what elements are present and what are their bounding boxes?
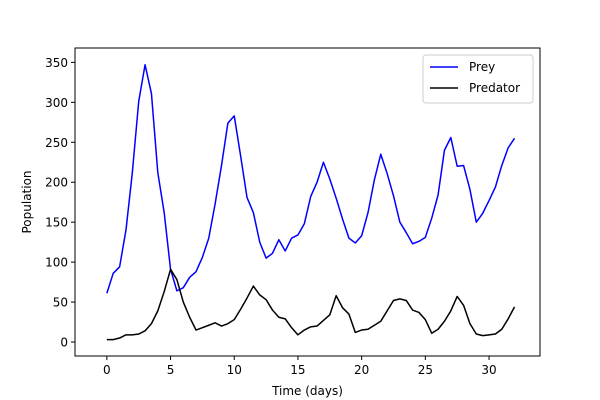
x-tick-label: 10 [227, 363, 242, 377]
y-tick-label: 350 [45, 56, 68, 70]
legend-label-prey: Prey [469, 60, 495, 74]
x-tick-label: 5 [167, 363, 175, 377]
series-line-prey [106, 64, 516, 294]
lines-layer [106, 64, 516, 341]
x-tick-label: 0 [103, 363, 111, 377]
legend: Prey Predator [422, 54, 534, 104]
y-tick-label: 300 [45, 96, 68, 110]
y-tick-label: 100 [45, 256, 68, 270]
y-tick-label: 200 [45, 176, 68, 190]
plot-frame [74, 47, 541, 357]
y-tick-label: 0 [60, 336, 68, 350]
x-axis-label: Time (days) [271, 384, 343, 398]
x-tick-label: 20 [354, 363, 369, 377]
y-tick-label: 150 [45, 216, 68, 230]
y-tick-label: 50 [53, 296, 68, 310]
x-tick-label: 25 [418, 363, 433, 377]
y-axis-label: Population [20, 170, 34, 233]
series-line-predator [106, 268, 516, 341]
x-tick-label: 15 [290, 363, 305, 377]
y-tick-label: 250 [45, 136, 68, 150]
legend-label-predator: Predator [469, 81, 520, 95]
x-tick-label: 30 [481, 363, 496, 377]
